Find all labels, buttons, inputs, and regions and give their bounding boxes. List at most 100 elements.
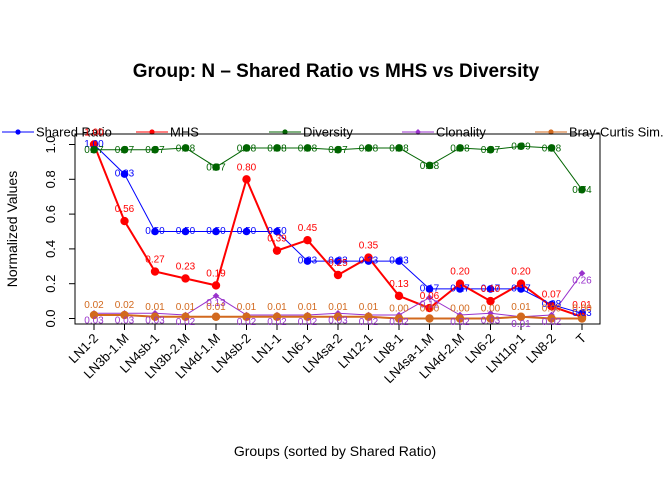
legend-item-label: Shared Ratio <box>36 125 112 140</box>
data-label: 0.33 <box>359 256 379 267</box>
y-axis-label: Normalized Values <box>4 171 20 287</box>
data-label: 0.07 <box>542 289 562 300</box>
data-label: 0.50 <box>237 226 257 237</box>
data-label: 0.00 <box>389 304 409 315</box>
data-label: 0.00 <box>450 304 470 315</box>
data-label: 0.03 <box>572 308 592 319</box>
data-label: 0.00 <box>481 304 501 315</box>
data-label: 0.03 <box>328 315 348 326</box>
data-point <box>211 312 221 321</box>
legend-item-label: MHS <box>170 125 199 140</box>
data-label: 0.01 <box>298 302 318 313</box>
series-line-0 <box>93 144 583 314</box>
data-point <box>151 145 159 154</box>
data-point <box>455 314 465 323</box>
data-point <box>578 269 586 277</box>
data-label: 0.17 <box>420 283 440 294</box>
legend-marker <box>15 129 21 135</box>
data-point <box>120 216 129 226</box>
data-label: 0.00 <box>420 304 440 315</box>
data-point <box>303 257 312 265</box>
y-tick-label: 0.6 <box>43 205 58 223</box>
data-label: 0.00 <box>542 304 562 315</box>
data-point <box>333 270 343 280</box>
data-label: 0.50 <box>145 226 165 237</box>
data-point <box>151 227 159 236</box>
data-label: 0.97 <box>481 145 501 156</box>
data-point <box>242 312 251 321</box>
data-label: 0.97 <box>328 145 348 156</box>
data-label: 0.88 <box>420 161 440 172</box>
data-label: 0.97 <box>145 145 165 156</box>
data-label: 0.17 <box>511 283 531 294</box>
data-label: 0.98 <box>237 143 257 154</box>
data-label: 0.33 <box>328 256 348 267</box>
data-label: 0.01 <box>328 302 348 313</box>
data-point <box>303 312 312 321</box>
data-label: 0.27 <box>145 255 165 266</box>
data-point <box>212 292 220 300</box>
data-point <box>426 294 433 301</box>
data-label: 0.13 <box>389 279 409 290</box>
data-point <box>394 291 404 301</box>
data-label: 0.06 <box>420 291 440 302</box>
data-point <box>212 163 220 171</box>
series-labels: 1.00 0.83 0.50 0.50 0.50 0.50 0.50 0.33 0.33 0.33… <box>84 128 592 330</box>
data-point <box>486 285 495 293</box>
data-point <box>181 312 190 321</box>
data-point <box>395 257 403 265</box>
data-point <box>425 285 434 293</box>
legend-marker <box>282 129 288 135</box>
data-point <box>456 144 464 152</box>
series-lines <box>93 144 583 320</box>
data-label: 0.01 <box>145 302 165 313</box>
data-point <box>120 170 129 178</box>
legend-item-label: Diversity <box>303 125 353 140</box>
data-label: 0.80 <box>237 162 257 173</box>
data-point <box>181 274 190 283</box>
data-point <box>486 296 495 306</box>
data-point <box>364 312 373 321</box>
legend-item-label: Clonality <box>436 125 486 140</box>
data-label: 0.23 <box>176 261 196 272</box>
data-point <box>395 144 403 152</box>
y-axis: 0.0 0.2 0.4 0.6 0.8 1.0 <box>43 135 76 328</box>
data-point <box>120 145 129 154</box>
legend-marker <box>548 129 554 135</box>
data-point <box>181 144 190 152</box>
data-label: 0.01 <box>572 300 592 311</box>
data-label: 0.17 <box>450 283 470 294</box>
data-point <box>242 144 251 152</box>
data-label: 0.03 <box>481 315 501 326</box>
x-tick-label: T <box>573 330 589 346</box>
data-point <box>547 314 556 323</box>
data-point <box>242 175 251 184</box>
data-point <box>303 144 312 152</box>
data-label: 0.98 <box>359 143 379 154</box>
data-label: 0.19 <box>206 268 226 279</box>
y-tick-label: 0.4 <box>43 240 58 258</box>
data-label: 0.02 <box>542 317 562 328</box>
data-label: 0.02 <box>176 317 196 328</box>
data-label: 0.08 <box>542 299 562 310</box>
data-label: 0.01 <box>206 302 226 313</box>
data-point <box>486 314 495 323</box>
data-point <box>578 185 586 194</box>
data-label: 0.02 <box>115 300 135 311</box>
data-label: 0.00 <box>572 304 592 315</box>
data-label: 0.50 <box>176 226 196 237</box>
data-label: 0.02 <box>267 317 287 328</box>
x-axis-label: Groups (sorted by Shared Ratio) <box>234 443 436 459</box>
data-point <box>120 310 129 320</box>
data-label: 0.33 <box>389 256 409 267</box>
data-label: 0.03 <box>84 315 104 326</box>
data-label: 0.20 <box>450 267 470 278</box>
data-label: 1.00 <box>84 128 104 139</box>
data-point <box>364 253 373 262</box>
x-tick-label: LN1-1 <box>248 331 284 367</box>
data-label: 1.00 <box>84 139 104 150</box>
data-label: 0.45 <box>298 223 318 234</box>
data-point <box>150 267 160 276</box>
data-point <box>364 144 373 152</box>
data-label: 0.98 <box>542 143 562 154</box>
